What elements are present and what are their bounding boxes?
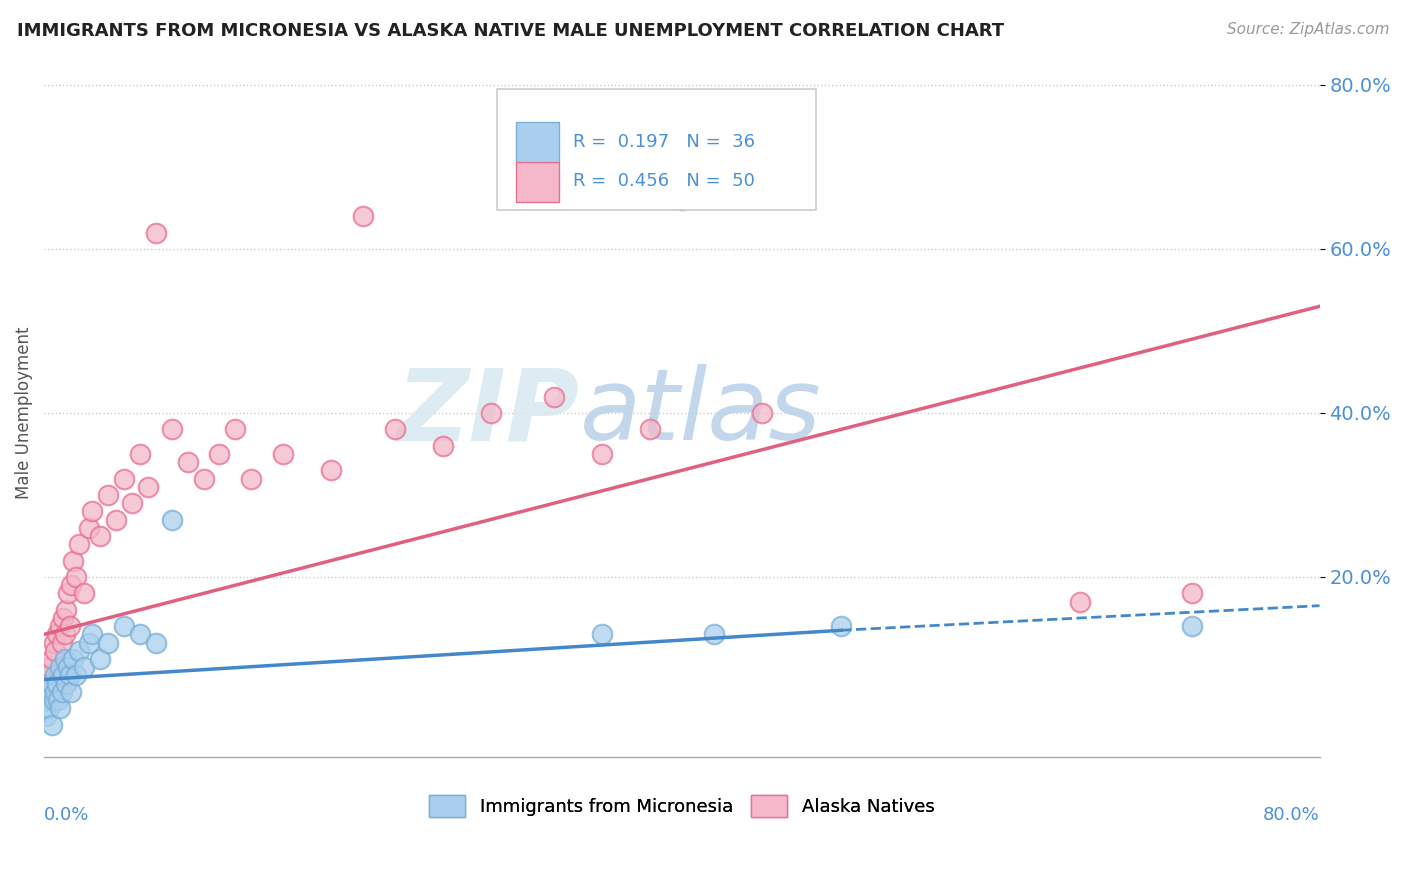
Point	[1181, 619, 1204, 633]
Point	[638, 422, 661, 436]
Point	[671, 193, 693, 207]
Point	[160, 512, 183, 526]
Point	[62, 553, 84, 567]
Point	[41, 676, 63, 690]
Text: atlas: atlas	[579, 365, 821, 461]
Point	[44, 668, 66, 682]
Point	[80, 627, 103, 641]
FancyBboxPatch shape	[516, 122, 560, 163]
Point	[145, 226, 167, 240]
Point	[77, 635, 100, 649]
Point	[38, 701, 60, 715]
Point	[67, 537, 90, 551]
Text: 0.0%: 0.0%	[44, 805, 90, 823]
Point	[176, 455, 198, 469]
Point	[240, 472, 263, 486]
Point	[121, 496, 143, 510]
Legend: Immigrants from Micronesia, Alaska Natives: Immigrants from Micronesia, Alaska Nativ…	[422, 788, 942, 824]
Point	[52, 668, 75, 682]
Point	[160, 422, 183, 436]
Point	[830, 619, 852, 633]
Point	[703, 627, 725, 641]
Point	[104, 512, 127, 526]
Point	[89, 652, 111, 666]
Point	[89, 529, 111, 543]
Point	[60, 685, 83, 699]
Point	[41, 652, 63, 666]
Point	[48, 668, 70, 682]
Point	[38, 676, 60, 690]
Point	[224, 422, 246, 436]
Point	[60, 578, 83, 592]
Text: ZIP: ZIP	[396, 365, 579, 461]
Point	[67, 644, 90, 658]
FancyBboxPatch shape	[516, 161, 560, 202]
Point	[53, 652, 76, 666]
Point	[432, 439, 454, 453]
Point	[37, 693, 59, 707]
Point	[52, 611, 75, 625]
Point	[65, 668, 87, 682]
Point	[53, 627, 76, 641]
Point	[55, 603, 77, 617]
Point	[97, 488, 120, 502]
Point	[1069, 594, 1091, 608]
Point	[1181, 586, 1204, 600]
Point	[128, 627, 150, 641]
Point	[56, 586, 79, 600]
Point	[80, 504, 103, 518]
Point	[543, 390, 565, 404]
Point	[55, 676, 77, 690]
Point	[136, 480, 159, 494]
FancyBboxPatch shape	[496, 89, 815, 210]
Point	[65, 570, 87, 584]
Point	[37, 668, 59, 682]
Point	[44, 685, 66, 699]
Point	[42, 693, 65, 707]
Point	[59, 619, 82, 633]
Point	[45, 676, 67, 690]
Point	[35, 709, 58, 723]
Point	[319, 463, 342, 477]
Point	[77, 521, 100, 535]
Point	[62, 652, 84, 666]
Point	[352, 209, 374, 223]
Point	[479, 406, 502, 420]
Point	[56, 660, 79, 674]
Point	[49, 701, 72, 715]
Point	[271, 447, 294, 461]
Point	[97, 635, 120, 649]
Point	[41, 717, 63, 731]
Text: 80.0%: 80.0%	[1263, 805, 1319, 823]
Point	[73, 660, 96, 674]
Point	[39, 660, 62, 674]
Point	[591, 627, 613, 641]
Text: R =  0.456   N =  50: R = 0.456 N = 50	[574, 172, 755, 190]
Point	[51, 685, 73, 699]
Point	[51, 635, 73, 649]
Text: Source: ZipAtlas.com: Source: ZipAtlas.com	[1226, 22, 1389, 37]
Point	[145, 635, 167, 649]
Point	[112, 472, 135, 486]
Point	[49, 619, 72, 633]
Point	[73, 586, 96, 600]
Point	[384, 422, 406, 436]
Point	[45, 627, 67, 641]
Point	[35, 685, 58, 699]
Point	[751, 406, 773, 420]
Point	[48, 693, 70, 707]
Point	[49, 660, 72, 674]
Point	[44, 644, 66, 658]
Text: R =  0.197   N =  36: R = 0.197 N = 36	[574, 133, 755, 151]
Y-axis label: Male Unemployment: Male Unemployment	[15, 326, 32, 500]
Point	[193, 472, 215, 486]
Point	[112, 619, 135, 633]
Point	[591, 447, 613, 461]
Point	[59, 668, 82, 682]
Point	[42, 635, 65, 649]
Point	[128, 447, 150, 461]
Text: IMMIGRANTS FROM MICRONESIA VS ALASKA NATIVE MALE UNEMPLOYMENT CORRELATION CHART: IMMIGRANTS FROM MICRONESIA VS ALASKA NAT…	[17, 22, 1004, 40]
Point	[39, 685, 62, 699]
Point	[208, 447, 231, 461]
